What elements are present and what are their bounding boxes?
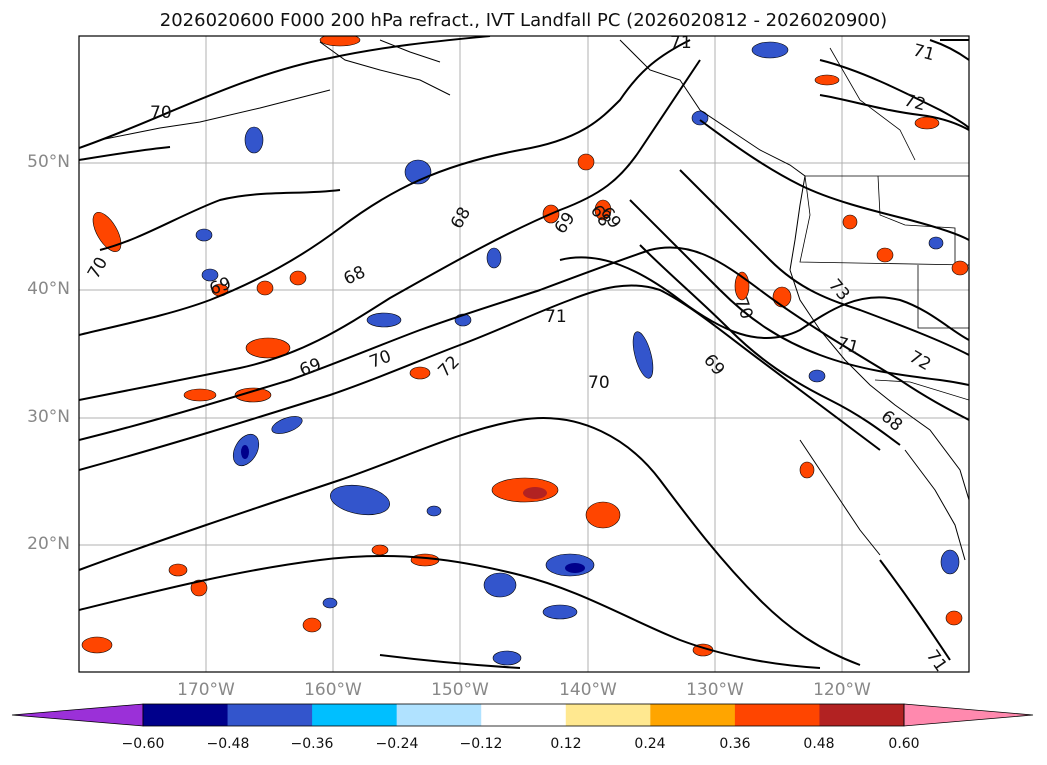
map-area: 70 70 70 70 69 69 69 69 68 68 68 71 71 7… [78, 33, 970, 673]
colorbar-segment [819, 704, 905, 726]
colorbar-tick: −0.36 [290, 736, 334, 752]
colorbar [11, 703, 1034, 727]
anomaly-shading [81, 36, 969, 666]
colorbar-segment [481, 704, 567, 726]
colorbar-extend-low [11, 703, 144, 727]
colorbar-tick: 0.12 [550, 736, 582, 752]
lon-label-160w: 160°W [304, 680, 362, 700]
lon-label-140w: 140°W [559, 680, 617, 700]
map-title: 2026020600 F000 200 hPa refract., IVT La… [159, 10, 888, 31]
colorbar-segment [396, 704, 482, 726]
coastline [99, 39, 969, 561]
colorbar-segment [650, 704, 736, 726]
lon-label-120w: 120°W [813, 680, 871, 700]
lat-label-50n: 50°N [27, 152, 70, 172]
colorbar-segment [227, 704, 313, 726]
colorbar-tick: 0.60 [888, 736, 920, 752]
refractivity-contours [79, 36, 969, 669]
colorbar-tick: 0.36 [719, 736, 751, 752]
colorbar-tick: −0.24 [375, 736, 419, 752]
colorbar-tick: −0.12 [459, 736, 503, 752]
colorbar-tick: 0.24 [634, 736, 666, 752]
colorbar-segment [312, 704, 398, 726]
colorbar-segments [11, 703, 1034, 727]
colorbar-frame [142, 703, 905, 727]
contour-label: 70 [588, 373, 610, 393]
contour-label: 71 [670, 33, 692, 53]
contour-label: 70 [150, 103, 172, 123]
colorbar-segment [143, 704, 229, 726]
colorbar-segment [565, 704, 651, 726]
colorbar-tick: −0.48 [206, 736, 250, 752]
map-frame [78, 35, 970, 673]
lon-label-150w: 150°W [431, 680, 489, 700]
colorbar-segment [734, 704, 820, 726]
colorbar-extend-high [903, 703, 1034, 727]
state-borders [799, 47, 969, 401]
colorbar-tick: −0.60 [121, 736, 165, 752]
lat-label-40n: 40°N [27, 279, 70, 299]
lat-label-30n: 30°N [27, 407, 70, 427]
lat-label-20n: 20°N [27, 534, 70, 554]
lon-label-130w: 130°W [686, 680, 744, 700]
lon-label-170w: 170°W [177, 680, 235, 700]
contour-label: 71 [545, 307, 567, 327]
colorbar-tick: 0.48 [803, 736, 835, 752]
